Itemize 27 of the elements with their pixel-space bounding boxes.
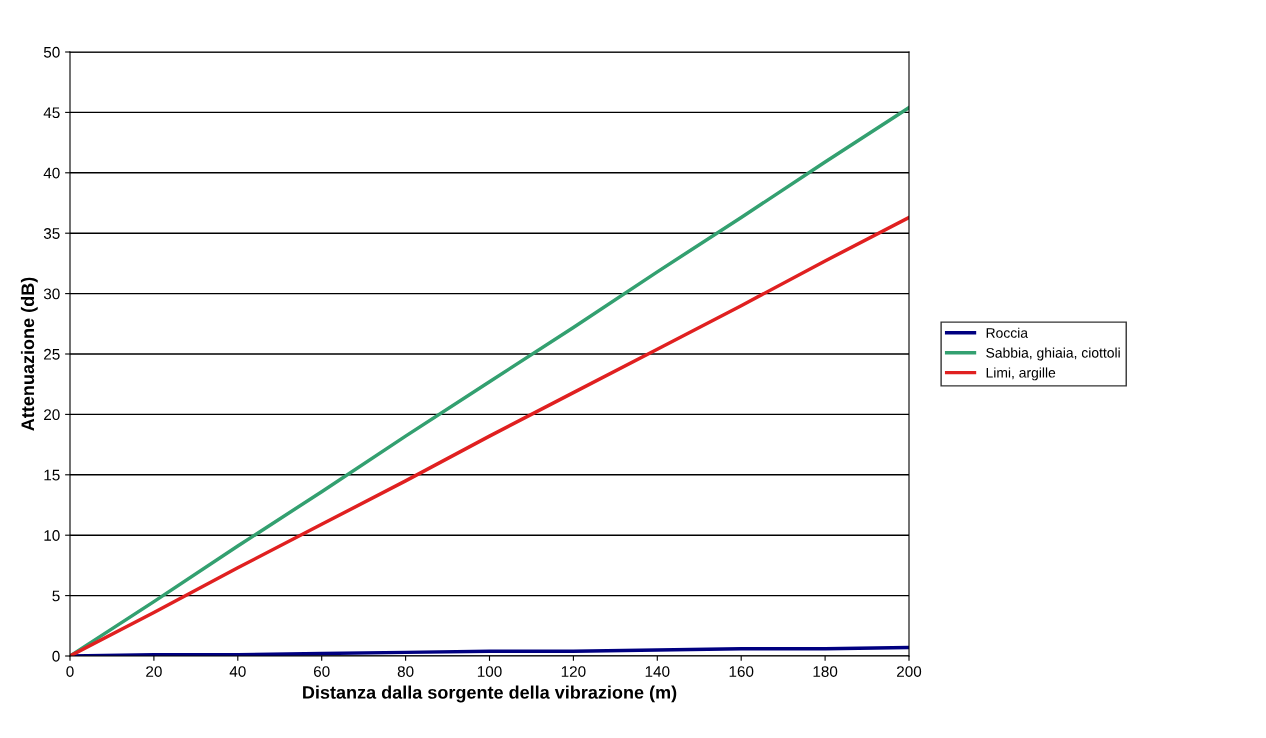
y-tick-label: 50 [43, 46, 60, 58]
x-axis-title: Distanza dalla sorgente della vibrazione (m) [303, 685, 677, 703]
legend-label: Roccia [986, 327, 1029, 338]
y-tick-label: 0 [52, 650, 60, 662]
y-axis-title: Attenuazione (dB) [20, 277, 38, 431]
x-tick-label: 0 [66, 666, 74, 677]
y-tick-label: 30 [43, 288, 60, 300]
x-tick-label: 80 [397, 666, 414, 677]
x-tick-label: 180 [813, 666, 838, 677]
x-tick-label: 40 [229, 666, 246, 677]
y-tick-label: 10 [44, 530, 60, 541]
y-tick-label: 25 [44, 348, 60, 360]
y-tick-label: 35 [43, 228, 60, 239]
y-tick-label: 5 [52, 590, 60, 602]
x-tick-label: 60 [313, 666, 330, 677]
x-tick-label: 160 [729, 666, 754, 677]
y-tick-label: 45 [43, 107, 60, 119]
legend-label: Limi, argille [986, 367, 1056, 381]
x-tick-label: 100 [477, 666, 502, 677]
x-tick-label: 140 [645, 666, 670, 677]
x-tick-label: 200 [897, 666, 922, 677]
x-tick-label: 20 [146, 666, 162, 677]
y-tick-label: 40 [43, 167, 60, 179]
y-tick-label: 20 [44, 409, 60, 421]
legend-label: Sabbia, ghiaia, ciottoli [986, 347, 1120, 361]
y-tick-label: 15 [44, 469, 60, 481]
x-tick-label: 120 [561, 666, 586, 677]
